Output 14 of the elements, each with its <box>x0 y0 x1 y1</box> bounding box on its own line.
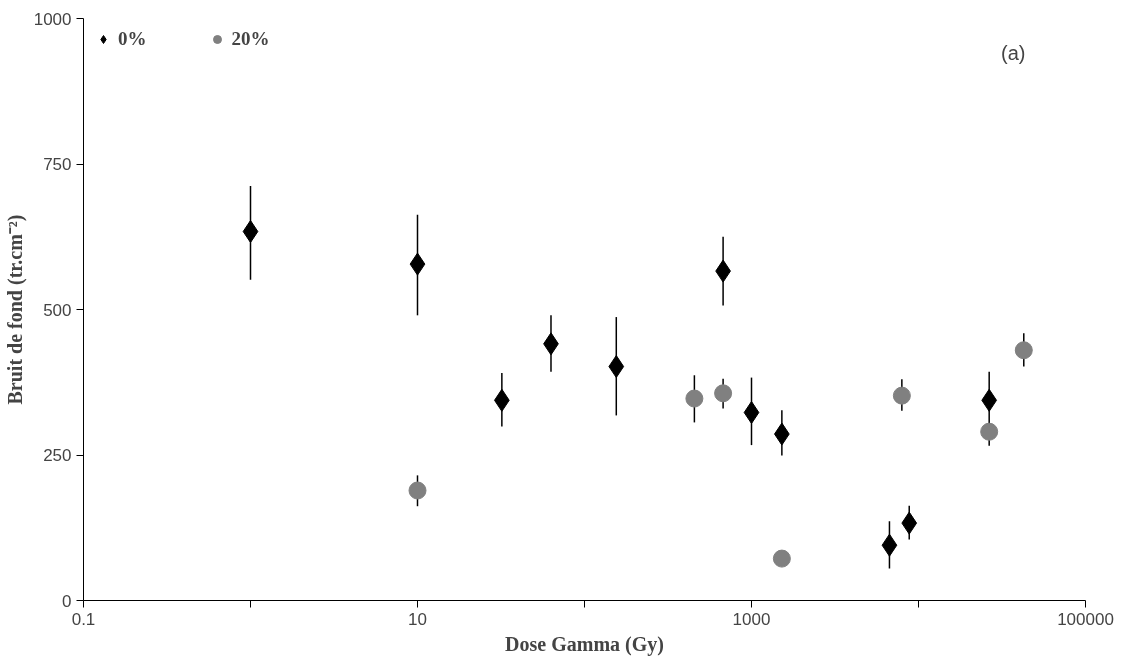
y-tick-label: 500 <box>43 300 72 320</box>
x-tick-label: 100000 <box>1057 609 1114 629</box>
y-axis-title: Bruit de fond (tr.cm⁻²) <box>3 214 27 405</box>
y-tick-label: 0 <box>62 591 72 611</box>
annotation: (a) <box>1001 41 1026 64</box>
x-tick-label: 0.1 <box>71 609 96 629</box>
y-tick-label: 750 <box>43 155 72 174</box>
legend-label: 0% <box>118 28 147 50</box>
y-tick-label: 250 <box>43 446 72 465</box>
x-tick-label: 1000 <box>732 609 771 629</box>
y-tick-label: 1000 <box>33 9 72 29</box>
legend-label: 20% <box>231 28 270 50</box>
x-axis-title: Dose Gamma (Gy) <box>505 632 664 656</box>
x-tick-label: 10 <box>408 609 427 629</box>
